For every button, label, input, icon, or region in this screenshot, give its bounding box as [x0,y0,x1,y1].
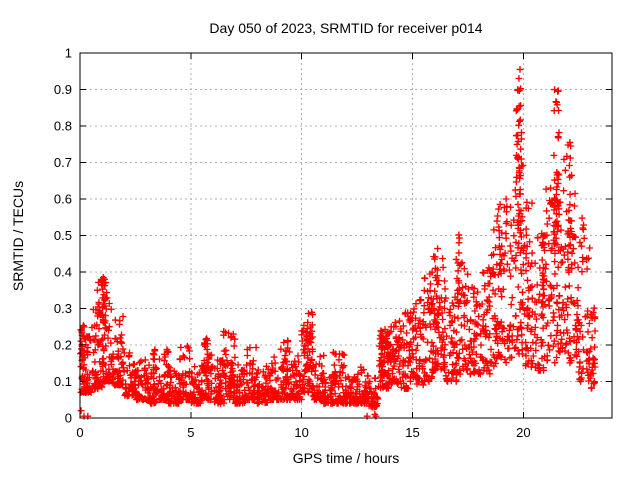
tick-label: 10 [294,425,308,440]
scatter-points [77,66,599,420]
tick-label: 0.8 [54,119,72,134]
tick-label: 0.3 [54,301,72,316]
x-axis-label: GPS time / hours [292,450,400,466]
tick-label: 1 [65,46,72,61]
tick-label: 0.6 [54,192,72,207]
tick-label: 0.1 [54,374,72,389]
tick-label: 0.4 [54,265,72,280]
tick-label: 0.2 [54,338,72,353]
tick-label: 0.7 [54,155,72,170]
tick-label: 0 [65,411,72,426]
tick-label: 20 [516,425,530,440]
tick-label: 0.5 [54,228,72,243]
chart-title: Day 050 of 2023, SRMTID for receiver p01… [209,20,483,36]
tick-label: 15 [405,425,419,440]
tick-label: 0 [76,425,83,440]
y-axis-label: SRMTID / TECUs [10,180,26,292]
tick-label: 0.9 [54,82,72,97]
tick-label: 5 [187,425,194,440]
